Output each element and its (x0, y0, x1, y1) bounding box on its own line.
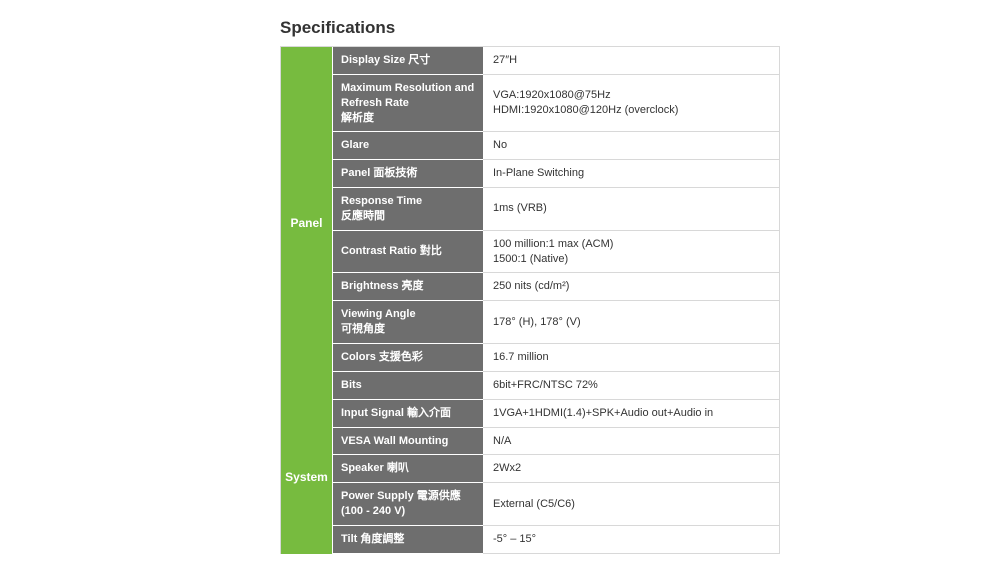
table-row: Colors 支援色彩16.7 million (333, 344, 779, 372)
spec-value: VGA:1920x1080@75Hz HDMI:1920x1080@120Hz … (483, 75, 779, 132)
spec-label: Colors 支援色彩 (333, 344, 483, 372)
table-row: Input Signal 輸入介面1VGA+1HDMI(1.4)+SPK+Aud… (333, 400, 779, 428)
spec-value: -5° – 15° (483, 526, 779, 553)
table-row: Contrast Ratio 對比100 million:1 max (ACM)… (333, 231, 779, 274)
spec-value: 2Wx2 (483, 455, 779, 482)
table-row: Tilt 角度調整-5° – 15° (333, 526, 779, 554)
spec-label: Display Size 尺寸 (333, 47, 483, 75)
spec-label: Speaker 喇叭 (333, 455, 483, 483)
spec-value: 250 nits (cd/m²) (483, 273, 779, 300)
spec-value: No (483, 132, 779, 159)
spec-value: 1ms (VRB) (483, 188, 779, 230)
spec-label: Tilt 角度調整 (333, 526, 483, 554)
section-header: System (281, 400, 333, 554)
spec-table: PanelSystem Display Size 尺寸27″HMaximum R… (280, 46, 780, 554)
table-row: Speaker 喇叭2Wx2 (333, 455, 779, 483)
spec-label: Panel 面板技術 (333, 160, 483, 188)
page-title: Specifications (280, 18, 1000, 38)
spec-value: 6bit+FRC/NTSC 72% (483, 372, 779, 399)
spec-value: 1VGA+1HDMI(1.4)+SPK+Audio out+Audio in (483, 400, 779, 427)
spec-label: Bits (333, 372, 483, 400)
table-row: Maximum Resolution and Refresh Rate 解析度V… (333, 75, 779, 133)
spec-value: In-Plane Switching (483, 160, 779, 187)
table-row: Response Time 反應時間1ms (VRB) (333, 188, 779, 231)
spec-label: Maximum Resolution and Refresh Rate 解析度 (333, 75, 483, 133)
table-row: GlareNo (333, 132, 779, 160)
spec-label: Response Time 反應時間 (333, 188, 483, 231)
spec-label: Power Supply 電源供應 (100 - 240 V) (333, 483, 483, 526)
table-row: Bits6bit+FRC/NTSC 72% (333, 372, 779, 400)
table-row: Panel 面板技術In-Plane Switching (333, 160, 779, 188)
spec-label: Glare (333, 132, 483, 160)
spec-label: VESA Wall Mounting (333, 428, 483, 456)
spec-value: 100 million:1 max (ACM) 1500:1 (Native) (483, 231, 779, 273)
table-row: VESA Wall MountingN/A (333, 428, 779, 456)
section-header: Panel (281, 47, 333, 400)
spec-value: 178° (H), 178° (V) (483, 301, 779, 343)
table-row: Brightness 亮度250 nits (cd/m²) (333, 273, 779, 301)
table-row: Display Size 尺寸27″H (333, 47, 779, 75)
spec-label: Input Signal 輸入介面 (333, 400, 483, 428)
spec-value: N/A (483, 428, 779, 455)
table-row: Power Supply 電源供應 (100 - 240 V)External … (333, 483, 779, 526)
spec-value: External (C5/C6) (483, 483, 779, 525)
table-row: Viewing Angle 可視角度178° (H), 178° (V) (333, 301, 779, 344)
spec-label: Contrast Ratio 對比 (333, 231, 483, 274)
spec-label: Brightness 亮度 (333, 273, 483, 301)
spec-value: 27″H (483, 47, 779, 74)
spec-value: 16.7 million (483, 344, 779, 371)
spec-label: Viewing Angle 可視角度 (333, 301, 483, 344)
